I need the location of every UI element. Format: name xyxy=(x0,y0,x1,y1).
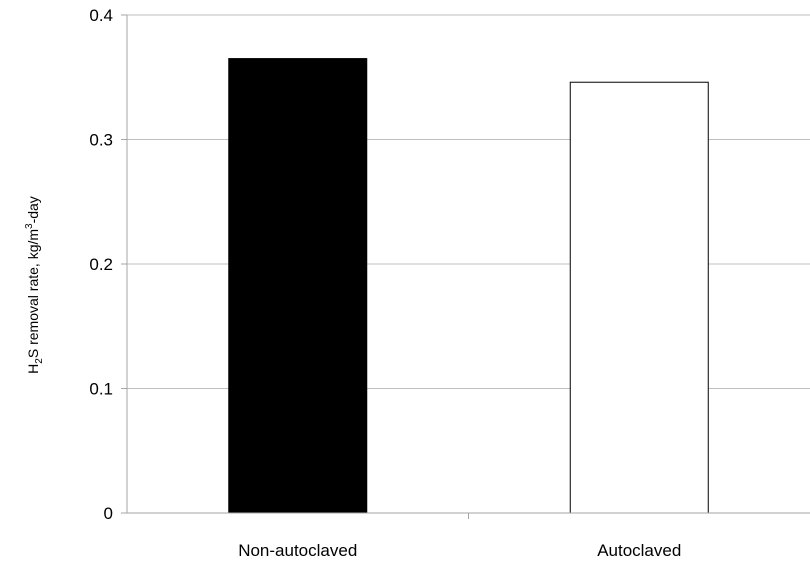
axes xyxy=(121,14,810,519)
bar-non-autoclaved xyxy=(228,58,368,514)
y-tick-label: 0.2 xyxy=(89,255,113,274)
y-tick-label: 0.1 xyxy=(89,380,113,399)
x-category-label: Non-autoclaved xyxy=(238,541,357,560)
bars xyxy=(228,58,709,514)
y-tick-labels: 0 0.1 0.2 0.3 0.4 xyxy=(89,6,113,523)
y-tick-label: 0 xyxy=(104,504,113,523)
x-category-label: Autoclaved xyxy=(597,541,681,560)
y-tick-label: 0.3 xyxy=(89,131,113,150)
category-labels: Non-autoclaved Autoclaved xyxy=(238,541,681,560)
bar-autoclaved xyxy=(569,81,709,514)
y-axis-label: H2S removal rate, kg/m3-day xyxy=(24,196,45,374)
y-tick-label: 0.4 xyxy=(89,6,113,25)
